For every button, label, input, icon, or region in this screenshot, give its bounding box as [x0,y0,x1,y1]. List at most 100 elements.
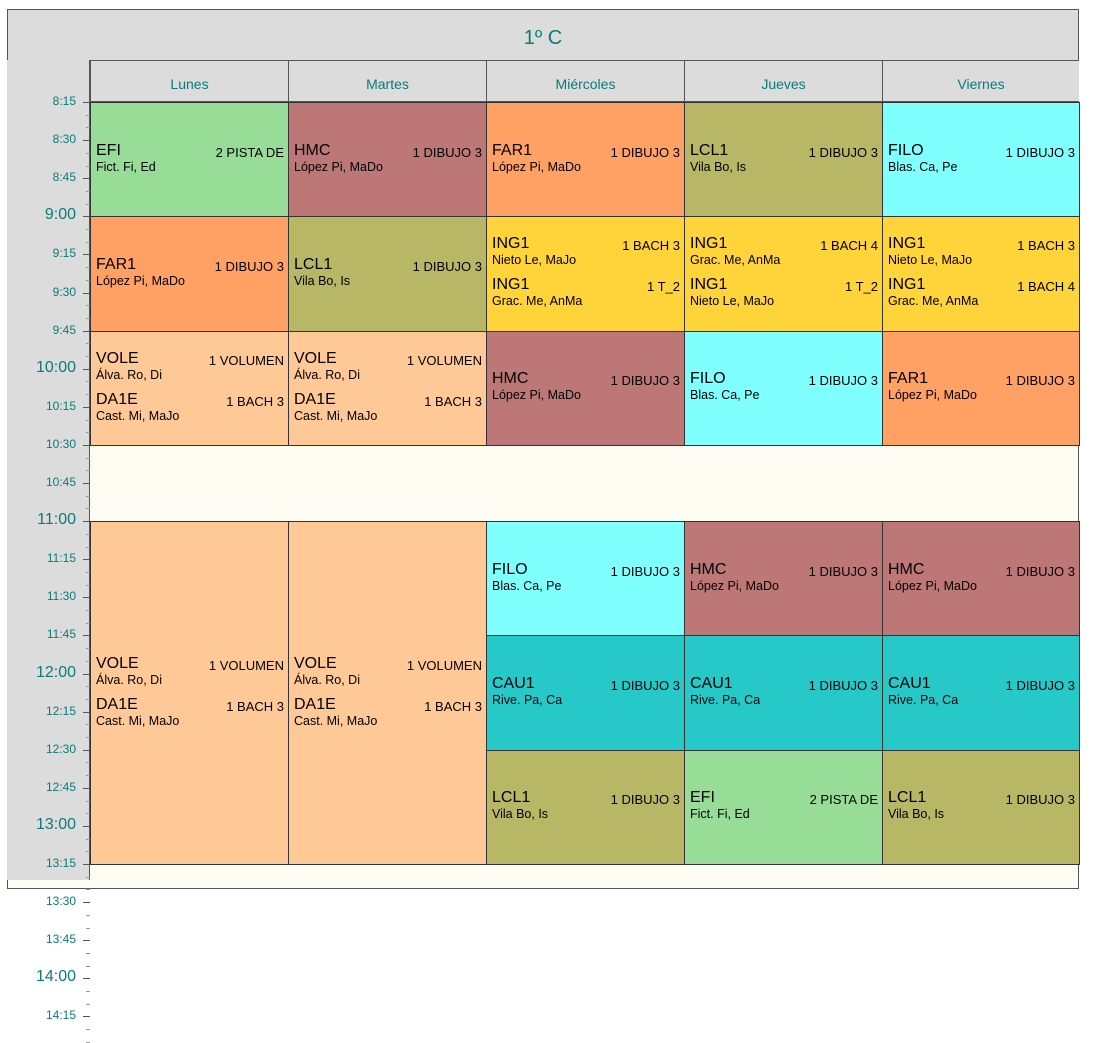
time-minor-tick [86,648,90,650]
teacher-name: Cast. Mi, MaJo [96,408,180,423]
class-block[interactable]: FILO 1 DIBUJO 3 Blas. Ca, Pe [486,521,685,637]
time-minor-tick [86,356,90,357]
time-minor-tick [86,114,90,116]
class-block[interactable]: HMC 1 DIBUJO 3 López Pi, MaDo [684,521,883,637]
class-block[interactable]: EFI 2 PISTA DE Fict. Fi, Ed [90,102,289,218]
subject-code: VOLE [294,654,337,672]
class-entry: EFI 2 PISTA DE Fict. Fi, Ed [91,141,288,182]
class-block[interactable]: CAU1 1 DIBUJO 3 Rive. Pa, Ca [882,635,1080,751]
time-tick [83,368,90,370]
class-entry: FAR1 1 DIBUJO 3 López Pi, MaDo [883,369,1079,410]
time-minor-tick [86,876,90,878]
time-minor-tick [86,851,90,853]
teacher-name: Cast. Mi, MaJo [96,713,180,728]
class-block[interactable]: LCL1 1 DIBUJO 3 Vila Bo, Is [684,102,883,218]
class-entry: EFI 2 PISTA DE Fict. Fi, Ed [685,788,882,829]
class-block[interactable]: ING1 1 BACH 3 Nieto Le, MaJo ING1 1 T_2 Grac.… [486,216,685,332]
room-label: 1 DIBUJO 3 [1005,563,1075,579]
class-block[interactable]: VOLE 1 VOLUMEN Álva. Ro, Di DA1E 1 BACH 3 Cas… [90,521,289,865]
teacher-name: Vila Bo, Is [294,273,351,288]
time-minor-tick [86,381,90,383]
class-block[interactable]: FAR1 1 DIBUJO 3 López Pi, MaDo [90,216,289,332]
time-tick [83,940,90,942]
day-header-miércoles: Miércoles [486,61,684,101]
time-minor-tick [86,584,90,586]
subject-code: ING1 [690,276,728,294]
time-label: 11:15 [46,551,76,566]
subject-code: ING1 [888,235,926,253]
teacher-name: Vila Bo, Is [690,159,747,174]
subject-code: HMC [492,370,529,388]
time-tick [83,902,90,904]
class-block[interactable]: FAR1 1 DIBUJO 3 López Pi, MaDo [882,330,1080,446]
room-label: 1 DIBUJO 3 [610,678,680,694]
room-label: 1 DIBUJO 3 [1005,792,1075,808]
room-label: 1 VOLUMEN [406,352,482,368]
class-entry: HMC 1 DIBUJO 3 López Pi, MaDo [487,369,684,410]
time-minor-tick [86,571,90,573]
time-tick [83,140,90,142]
time-minor-tick [86,229,90,230]
class-block[interactable]: LCL1 1 DIBUJO 3 Vila Bo, Is [486,749,685,865]
time-minor-tick [86,952,90,954]
class-block[interactable]: FAR1 1 DIBUJO 3 López Pi, MaDo [486,102,685,218]
time-minor-tick [86,394,90,396]
teacher-name: López Pi, MaDo [294,159,383,174]
subject-code: DA1E [294,695,336,713]
time-minor-tick [86,762,90,764]
class-block[interactable]: ING1 1 BACH 4 Grac. Me, AnMa ING1 1 T_2 Nieto… [684,216,883,332]
timetable-title: 1º C [7,9,1079,61]
class-block[interactable]: HMC 1 DIBUJO 3 López Pi, MaDo [486,330,685,446]
room-label: 1 DIBUJO 3 [1005,678,1075,694]
time-tick [83,254,90,256]
time-minor-tick [86,127,90,129]
class-entry: ING1 1 T_2 Nieto Le, MaJo [685,275,882,316]
time-tick [83,292,90,294]
teacher-name: López Pi, MaDo [888,578,977,593]
room-label: 1 DIBUJO 3 [412,258,482,274]
class-block[interactable]: VOLE 1 VOLUMEN Álva. Ro, Di DA1E 1 BACH 3 Cas… [90,330,289,446]
class-block[interactable]: CAU1 1 DIBUJO 3 Rive. Pa, Ca [684,635,883,751]
room-label: 1 BACH 4 [820,238,878,254]
class-block[interactable]: VOLE 1 VOLUMEN Álva. Ro, Di DA1E 1 BACH 3 Cas… [288,521,487,865]
time-minor-tick [86,775,90,777]
subject-code: EFI [96,141,121,159]
class-block[interactable]: HMC 1 DIBUJO 3 López Pi, MaDo [288,102,487,218]
class-block[interactable]: VOLE 1 VOLUMEN Álva. Ro, Di DA1E 1 BACH 3 Cas… [288,330,487,446]
time-tick [83,216,90,218]
time-label: 14:00 [35,968,76,986]
time-minor-tick [86,165,90,167]
time-minor-tick [86,914,90,916]
time-label: 9:00 [44,206,76,224]
time-minor-tick [86,419,90,421]
class-block[interactable]: FILO 1 DIBUJO 3 Blas. Ca, Pe [684,330,883,446]
time-tick [83,330,90,332]
time-minor-tick [86,241,90,243]
class-entry: FILO 1 DIBUJO 3 Blas. Ca, Pe [685,369,882,410]
time-minor-tick [86,800,90,802]
class-entry: ING1 1 BACH 3 Nieto Le, MaJo [487,234,684,275]
teacher-name: Rive. Pa, Ca [888,693,959,708]
class-entry: ING1 1 BACH 3 Nieto Le, MaJo [883,234,1079,275]
class-block[interactable]: CAU1 1 DIBUJO 3 Rive. Pa, Ca [486,635,685,751]
class-entry: LCL1 1 DIBUJO 3 Vila Bo, Is [883,788,1079,829]
time-tick [83,102,90,103]
class-block[interactable]: ING1 1 BACH 3 Nieto Le, MaJo ING1 1 BACH 4 Gr… [882,216,1080,332]
teacher-name: Grac. Me, AnMa [690,253,781,268]
time-minor-tick [86,1029,90,1031]
class-entry: CAU1 1 DIBUJO 3 Rive. Pa, Ca [487,674,684,715]
class-block[interactable]: LCL1 1 DIBUJO 3 Vila Bo, Is [288,216,487,332]
class-entry: ING1 1 BACH 4 Grac. Me, AnMa [883,275,1079,316]
time-tick [83,749,90,751]
class-block[interactable]: FILO 1 DIBUJO 3 Blas. Ca, Pe [882,102,1080,218]
class-block[interactable]: HMC 1 DIBUJO 3 López Pi, MaDo [882,521,1080,637]
time-minor-tick [86,1003,90,1005]
class-block[interactable]: LCL1 1 DIBUJO 3 Vila Bo, Is [882,749,1080,865]
day-header-martes: Martes [288,61,486,101]
time-minor-tick [86,610,90,611]
time-minor-tick [86,838,90,840]
teacher-name: Blas. Ca, Pe [492,578,562,593]
time-label: 10:45 [45,475,76,489]
class-block[interactable]: EFI 2 PISTA DE Fict. Fi, Ed [684,749,883,865]
time-minor-tick [86,546,90,548]
